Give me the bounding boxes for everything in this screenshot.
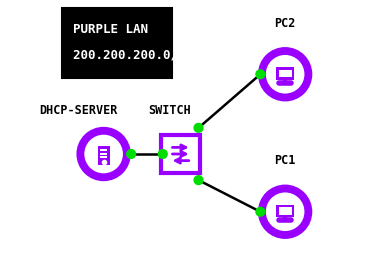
FancyBboxPatch shape bbox=[276, 205, 295, 217]
FancyBboxPatch shape bbox=[100, 153, 107, 155]
FancyBboxPatch shape bbox=[98, 146, 110, 165]
Circle shape bbox=[194, 176, 203, 185]
Circle shape bbox=[127, 150, 135, 158]
Circle shape bbox=[256, 207, 265, 216]
FancyBboxPatch shape bbox=[161, 135, 200, 173]
Circle shape bbox=[266, 55, 305, 94]
Text: SWITCH: SWITCH bbox=[148, 103, 191, 117]
Text: PURPLE LAN: PURPLE LAN bbox=[73, 23, 148, 36]
Text: DHCP-SERVER: DHCP-SERVER bbox=[40, 103, 118, 117]
FancyBboxPatch shape bbox=[100, 156, 107, 158]
Circle shape bbox=[266, 192, 305, 231]
Circle shape bbox=[194, 123, 203, 132]
Circle shape bbox=[261, 50, 310, 99]
FancyBboxPatch shape bbox=[63, 8, 173, 78]
Circle shape bbox=[158, 150, 167, 158]
FancyBboxPatch shape bbox=[276, 67, 295, 80]
Text: PC2: PC2 bbox=[274, 17, 296, 30]
Text: PC1: PC1 bbox=[274, 154, 296, 167]
Circle shape bbox=[84, 135, 123, 173]
FancyBboxPatch shape bbox=[279, 207, 292, 215]
Circle shape bbox=[261, 187, 310, 236]
Circle shape bbox=[79, 129, 129, 179]
FancyBboxPatch shape bbox=[279, 70, 292, 77]
FancyBboxPatch shape bbox=[100, 149, 107, 151]
Circle shape bbox=[256, 70, 265, 79]
Text: 200.200.200.0/ 24: 200.200.200.0/ 24 bbox=[73, 48, 201, 61]
